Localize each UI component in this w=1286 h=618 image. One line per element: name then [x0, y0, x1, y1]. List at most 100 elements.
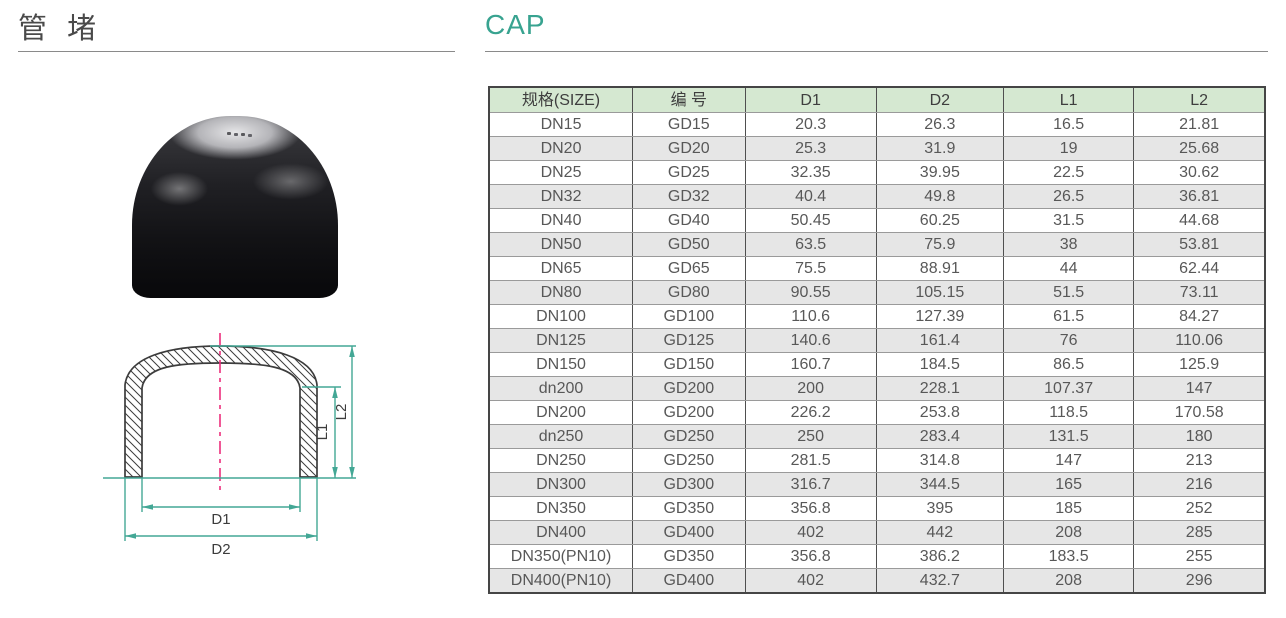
table-cell: GD25: [632, 160, 746, 185]
table-cell: 31.5: [1002, 208, 1135, 233]
table-cell: DN250: [488, 448, 634, 473]
table-cell: 131.5: [1002, 424, 1135, 449]
table-cell: DN32: [488, 184, 634, 209]
column-header: 规格(SIZE): [488, 86, 634, 113]
table-cell: GD65: [632, 256, 746, 281]
table-cell: 60.25: [875, 208, 1004, 233]
title-underline-right: [485, 51, 1268, 52]
table-cell: 76: [1002, 328, 1135, 353]
table-row: DN400 GD400 402 442 208 285: [488, 520, 1266, 545]
cap-dimension-drawing: D1 D2 L1 L2: [103, 333, 356, 558]
table-cell: DN25: [488, 160, 634, 185]
table-cell: 31.9: [875, 136, 1004, 161]
table-cell: 165: [1002, 472, 1135, 497]
table-cell: GD80: [632, 280, 746, 305]
table-cell: 252: [1133, 496, 1266, 521]
table-cell: 19: [1002, 136, 1135, 161]
table-cell: 25.68: [1133, 136, 1266, 161]
column-header: L1: [1002, 86, 1135, 113]
label-d1: D1: [211, 511, 230, 528]
column-header: 编 号: [632, 86, 746, 113]
table-cell: GD20: [632, 136, 746, 161]
table-cell: 386.2: [875, 544, 1004, 569]
table-cell: 125.9: [1133, 352, 1266, 377]
table-cell: 285: [1133, 520, 1266, 545]
label-l2: L2: [333, 404, 350, 421]
table-cell: 16.5: [1002, 112, 1135, 137]
table-cell: 402: [744, 520, 877, 545]
table-row: DN125 GD125 140.6 161.4 76 110.06: [488, 328, 1266, 353]
table-cell: 26.3: [875, 112, 1004, 137]
column-header: D1: [744, 86, 877, 113]
cap-spec-table: 规格(SIZE) 编 号 D1 D2 L1 L2 DN15 GD15 20.3 26.3 16.5…: [488, 86, 1266, 594]
table-cell: 73.11: [1133, 280, 1266, 305]
table-cell: 110.06: [1133, 328, 1266, 353]
table-header-row: 规格(SIZE) 编 号 D1 D2 L1 L2: [488, 86, 1266, 113]
table-row: DN300 GD300 316.7 344.5 165 216: [488, 472, 1266, 497]
table-cell: GD100: [632, 304, 746, 329]
table-cell: 30.62: [1133, 160, 1266, 185]
table-cell: 40.4: [744, 184, 877, 209]
table-cell: 147: [1002, 448, 1135, 473]
table-row: DN32 GD32 40.4 49.8 26.5 36.81: [488, 184, 1266, 209]
table-cell: 208: [1002, 568, 1135, 594]
table-cell: 402: [744, 568, 877, 594]
table-cell: GD350: [632, 544, 746, 569]
table-cell: 105.15: [875, 280, 1004, 305]
cap-table-body: DN15 GD15 20.3 26.3 16.5 21.81 DN20 GD20 25.3 31.…: [488, 112, 1266, 594]
table-cell: 118.5: [1002, 400, 1135, 425]
table-cell: 253.8: [875, 400, 1004, 425]
table-cell: 183.5: [1002, 544, 1135, 569]
table-cell: 86.5: [1002, 352, 1135, 377]
table-row: DN40 GD40 50.45 60.25 31.5 44.68: [488, 208, 1266, 233]
table-cell: 75.5: [744, 256, 877, 281]
dimension-arrowheads: [125, 346, 355, 539]
table-cell: DN400: [488, 520, 634, 545]
table-cell: 185: [1002, 496, 1135, 521]
table-cell: GD40: [632, 208, 746, 233]
table-cell: 356.8: [744, 544, 877, 569]
table-cell: 53.81: [1133, 232, 1266, 257]
table-cell: 140.6: [744, 328, 877, 353]
dimension-lines: [103, 345, 356, 541]
table-row: DN20 GD20 25.3 31.9 19 25.68: [488, 136, 1266, 161]
table-cell: 281.5: [744, 448, 877, 473]
table-cell: 84.27: [1133, 304, 1266, 329]
table-cell: DN15: [488, 112, 634, 137]
table-cell: GD200: [632, 400, 746, 425]
table-cell: 25.3: [744, 136, 877, 161]
table-cell: 228.1: [875, 376, 1004, 401]
table-cell: 442: [875, 520, 1004, 545]
table-cell: DN350: [488, 496, 634, 521]
table-cell: GD250: [632, 448, 746, 473]
table-row: dn200 GD200 200 228.1 107.37 147: [488, 376, 1266, 401]
table-cell: DN65: [488, 256, 634, 281]
table-cell: 395: [875, 496, 1004, 521]
page-title-english: CAP: [485, 9, 546, 40]
table-cell: 110.6: [744, 304, 877, 329]
table-cell: 88.91: [875, 256, 1004, 281]
table-row: dn250 GD250 250 283.4 131.5 180: [488, 424, 1266, 449]
table-cell: GD15: [632, 112, 746, 137]
table-cell: 213: [1133, 448, 1266, 473]
table-cell: 147: [1133, 376, 1266, 401]
table-cell: 170.58: [1133, 400, 1266, 425]
cap-product-photo: [132, 116, 338, 298]
table-row: DN80 GD80 90.55 105.15 51.5 73.11: [488, 280, 1266, 305]
table-cell: DN350(PN10): [488, 544, 634, 569]
table-cell: DN125: [488, 328, 634, 353]
table-cell: GD150: [632, 352, 746, 377]
table-cell: 200: [744, 376, 877, 401]
table-cell: 432.7: [875, 568, 1004, 594]
table-cell: 49.8: [875, 184, 1004, 209]
table-cell: DN40: [488, 208, 634, 233]
spec-table-container: 规格(SIZE) 编 号 D1 D2 L1 L2 DN15 GD15 20.3 26.3 16.5…: [488, 86, 1266, 594]
table-cell: DN100: [488, 304, 634, 329]
cap-cross-section: [124, 345, 318, 478]
table-cell: 44.68: [1133, 208, 1266, 233]
table-cell: 127.39: [875, 304, 1004, 329]
table-cell: 250: [744, 424, 877, 449]
table-cell: 20.3: [744, 112, 877, 137]
table-row: DN65 GD65 75.5 88.91 44 62.44: [488, 256, 1266, 281]
